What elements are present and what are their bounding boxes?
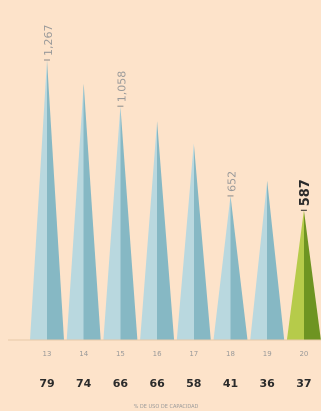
capacity-value-14: 74: [76, 377, 92, 390]
spike-17: [176, 143, 211, 340]
value-label-18: 652: [226, 171, 239, 192]
value-label-20: 587: [298, 179, 313, 206]
labels-layer: 1,267 13 79 14 74 1,058 15 66 16 66 17 58 652 18 41 19 3…: [39, 25, 313, 391]
capacity-value-15: 66: [113, 377, 129, 390]
category-label-20: 20: [299, 350, 308, 358]
spikes-layer: [30, 59, 321, 341]
capacity-value-19: 36: [260, 377, 276, 390]
category-label-16: 16: [153, 350, 162, 358]
capacity-value-20: 37: [296, 377, 311, 390]
category-label-15: 15: [116, 350, 125, 358]
spike-14: [66, 83, 101, 340]
category-label-18: 18: [226, 350, 235, 358]
spike-20: [286, 210, 321, 340]
second-row-caption: % DE USO DE CAPACIDAD: [134, 404, 199, 410]
spike-13: [30, 60, 64, 340]
category-label-13: 13: [43, 350, 52, 358]
category-label-19: 19: [263, 350, 272, 358]
capacity-value-16: 66: [149, 377, 165, 390]
value-label-15: 1,058: [115, 71, 128, 102]
spike-19: [250, 180, 285, 340]
spike-18: [213, 195, 248, 340]
spike-15: [103, 106, 138, 341]
capacity-value-17: 58: [186, 377, 201, 390]
spike-16: [140, 121, 175, 340]
category-label-17: 17: [189, 350, 198, 358]
category-label-14: 14: [79, 350, 88, 358]
capacity-value-13: 79: [39, 377, 54, 390]
capacity-value-18: 41: [223, 377, 238, 390]
value-label-13: 1,267: [42, 25, 55, 57]
